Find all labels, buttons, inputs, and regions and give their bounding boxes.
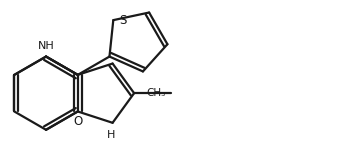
Text: NH: NH bbox=[38, 41, 55, 51]
Text: H: H bbox=[106, 130, 115, 140]
Text: O: O bbox=[73, 115, 82, 128]
Text: S: S bbox=[119, 14, 127, 27]
Text: CH₃: CH₃ bbox=[147, 88, 166, 98]
